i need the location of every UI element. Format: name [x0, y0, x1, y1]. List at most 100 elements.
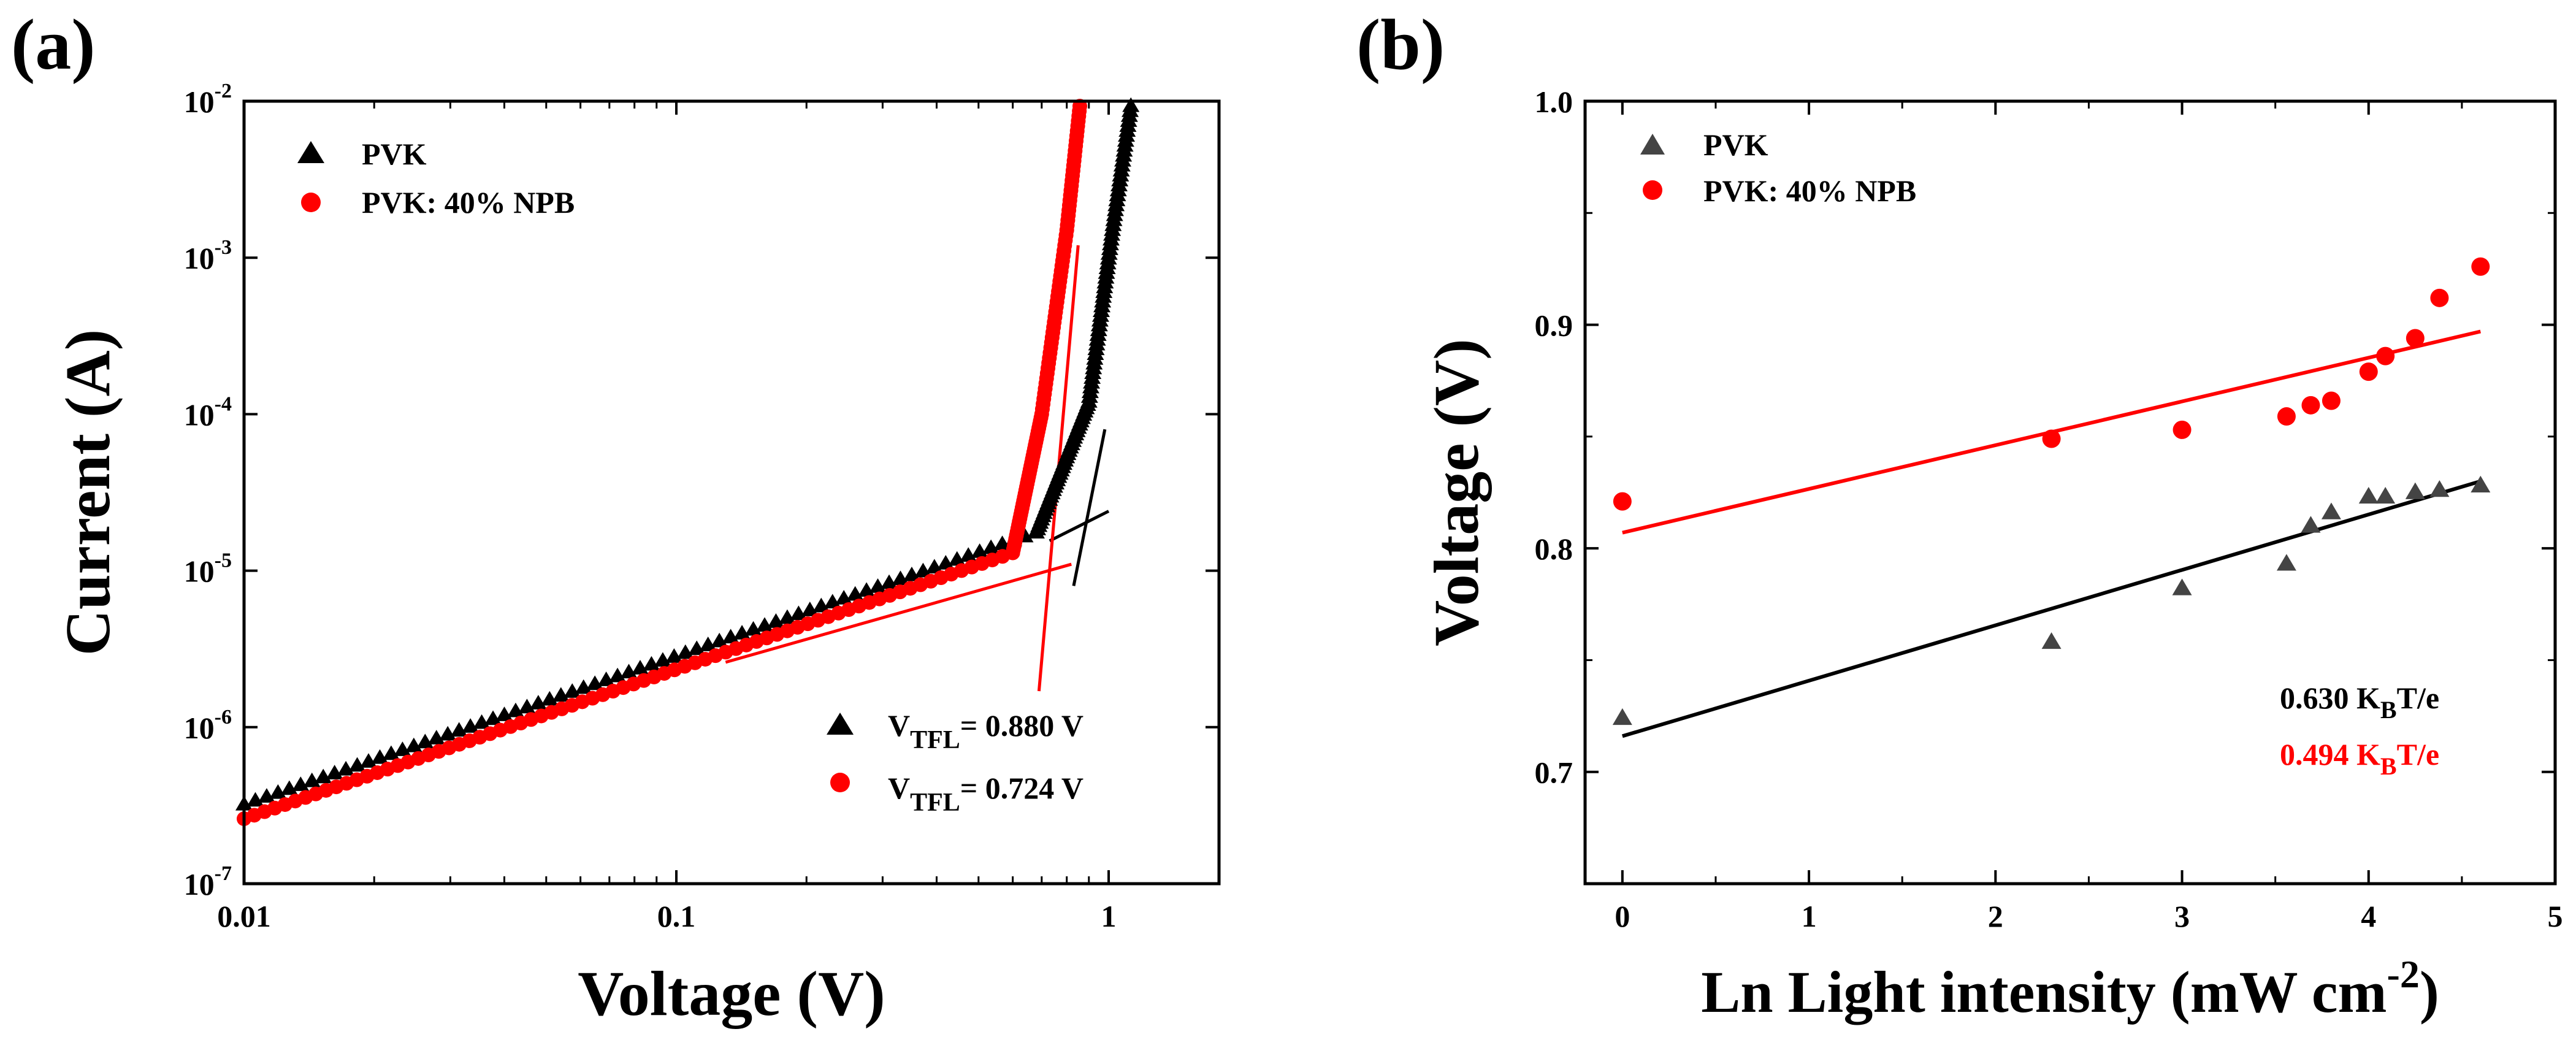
- data-point: [303, 772, 321, 787]
- panel-a-series-pvk-npb: [237, 99, 1087, 827]
- x-tick-label: 4: [2361, 899, 2376, 933]
- slope-pvk-suffix: T/e: [2397, 681, 2439, 715]
- slope-npb-suffix: T/e: [2397, 737, 2439, 771]
- data-point: [337, 760, 355, 776]
- fit-line: [1072, 429, 1107, 586]
- panel-a-series-pvk: [235, 97, 1140, 811]
- data-point: [722, 629, 740, 644]
- data-point: [552, 687, 570, 702]
- slope-pvk-prefix: 0.630 K: [2280, 681, 2380, 715]
- fit-line: [725, 562, 1072, 664]
- data-point: [914, 562, 932, 578]
- data-point: [495, 706, 513, 721]
- panel-b-legend-pvk: PVK: [1703, 128, 1768, 162]
- data-point: [326, 765, 343, 779]
- data-point: [631, 660, 649, 675]
- x-tick-label: 0: [1615, 899, 1630, 933]
- data-point: [2359, 362, 2378, 381]
- data-point: [609, 667, 627, 683]
- data-point: [450, 722, 468, 737]
- y-tick-label: 10-4: [184, 392, 232, 432]
- x-tick-label: 3: [2174, 899, 2190, 933]
- legend-circle-icon: [1643, 180, 1662, 200]
- data-point: [778, 609, 796, 624]
- panel-b-legend: PVK PVK: 40% NPB: [1640, 128, 1916, 208]
- panel-a-legend: PVK PVK: 40% NPB: [297, 137, 575, 220]
- data-point: [767, 613, 785, 628]
- slope-pvk-label: 0.630 KBT/e: [2280, 681, 2439, 724]
- data-point: [824, 594, 841, 609]
- data-point: [812, 597, 830, 613]
- panel-a-legend-pvk: PVK: [362, 137, 427, 171]
- data-point: [427, 730, 445, 744]
- data-point: [439, 725, 457, 741]
- x-tick-label: 2: [1988, 899, 2003, 933]
- panel-b-x-axis-title: Ln Light intensity (mW cm-2): [1701, 952, 2439, 1025]
- data-point: [699, 637, 717, 651]
- data-point: [2376, 346, 2395, 365]
- y-tick-label: 0.7: [1535, 756, 1573, 790]
- data-point: [2277, 407, 2296, 426]
- y-tick-label: 1.0: [1535, 85, 1573, 119]
- panel-b-x-axis-main: Ln Light intensity (mW cm: [1701, 959, 2387, 1025]
- data-point: [2173, 420, 2192, 439]
- data-point: [564, 683, 581, 698]
- data-point: [2301, 516, 2321, 533]
- data-point: [733, 625, 751, 640]
- data-point: [2406, 329, 2425, 348]
- vtfl-npb-label: VTFL= 0.724 V: [888, 771, 1084, 817]
- data-point: [937, 554, 955, 570]
- panel-b-fit-lines: [1621, 329, 2482, 738]
- data-point: [405, 737, 422, 752]
- data-point: [484, 710, 502, 725]
- data-point: [835, 590, 853, 605]
- data-point: [982, 539, 1000, 554]
- data-point: [643, 656, 660, 671]
- data-point: [1613, 492, 1632, 511]
- data-point: [529, 695, 547, 710]
- y-tick-label: 0.8: [1535, 532, 1573, 566]
- data-point: [506, 702, 524, 717]
- panel-b-label: (b): [1356, 4, 1445, 85]
- data-point: [846, 586, 864, 601]
- data-point: [1122, 97, 1140, 112]
- data-point: [676, 644, 694, 659]
- panel-a-x-axis-title: Voltage (V): [578, 959, 885, 1029]
- slope-npb-sub: B: [2380, 752, 2397, 780]
- data-point: [620, 664, 638, 679]
- data-point: [801, 602, 819, 616]
- x-tick-label: 1: [1101, 899, 1117, 933]
- data-point: [654, 652, 671, 667]
- panel-b-slope-annotations: 0.630 KBT/e 0.494 KBT/e: [2280, 681, 2439, 780]
- data-point: [869, 578, 887, 593]
- data-point: [971, 543, 988, 558]
- slope-pvk-sub: B: [2380, 696, 2397, 724]
- panel-b-legend-pvk-npb: PVK: 40% NPB: [1703, 174, 1916, 208]
- panel-a-y-axis-title: Current (A): [53, 329, 123, 656]
- y-tick-label: 10-5: [184, 549, 232, 589]
- data-point: [688, 640, 706, 656]
- data-point: [790, 605, 808, 621]
- panel-a-legend-pvk-npb: PVK: 40% NPB: [362, 185, 575, 220]
- data-point: [711, 632, 728, 648]
- data-point: [2471, 257, 2490, 276]
- data-point: [371, 749, 389, 764]
- y-tick-label: 10-7: [184, 862, 232, 901]
- vtfl-pvk-prefix: V: [888, 708, 910, 743]
- vtfl-npb-prefix: V: [888, 771, 910, 805]
- panel-a-label: (a): [11, 4, 96, 85]
- data-point: [665, 648, 683, 663]
- data-point: [597, 672, 615, 686]
- data-point: [2471, 475, 2491, 492]
- data-point: [541, 691, 559, 706]
- data-point: [2172, 578, 2192, 595]
- panel-b-voltage-light-intensity: (b) 0 1 2 3 4 50.70.80.91.0 PVK PVK: 40% NPB …: [1356, 4, 2563, 1025]
- legend-triangle-icon: [297, 141, 324, 163]
- panel-b-x-axis-close: ): [2420, 959, 2439, 1025]
- data-point: [993, 535, 1011, 551]
- panel-b-plot-frame: [1583, 99, 2557, 886]
- data-point: [575, 679, 592, 694]
- vtfl-npb-sub: TFL: [910, 789, 960, 817]
- data-point: [2430, 288, 2449, 307]
